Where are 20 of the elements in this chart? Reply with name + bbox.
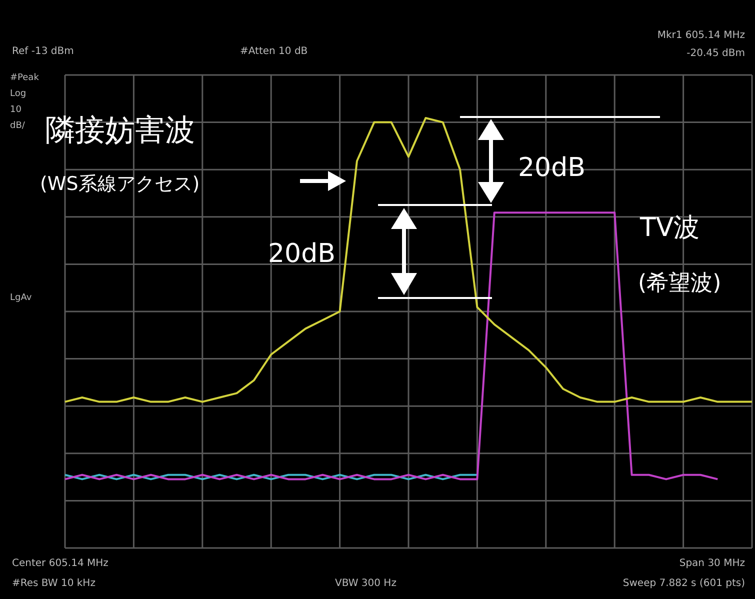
text: LgAv [10,293,32,303]
text: #Atten 10 dB [240,46,308,57]
text: #Peak [10,73,40,83]
text: Log [10,89,26,99]
text: dB/ [10,121,26,131]
annotation: 隣接妨害波 [45,113,195,148]
text: VBW 300 Hz [335,578,396,589]
text: Span 30 MHz [679,558,745,569]
text: #Res BW 10 kHz [12,578,96,589]
text: Ref -13 dBm [12,46,74,57]
text: 10 [10,105,22,115]
text: Center 605.14 MHz [12,558,108,569]
text: Mkr1 605.14 MHz [657,30,745,41]
annotation: 20dB [268,239,336,269]
annotation: TV波 [639,213,700,243]
text: -20.45 dBm [686,48,745,59]
text: Sweep 7.882 s (601 pts) [622,578,746,589]
annotation: (希望波) [638,271,722,296]
annotation: (WS系線アクセス) [40,173,200,195]
annotation: 20dB [518,153,586,183]
